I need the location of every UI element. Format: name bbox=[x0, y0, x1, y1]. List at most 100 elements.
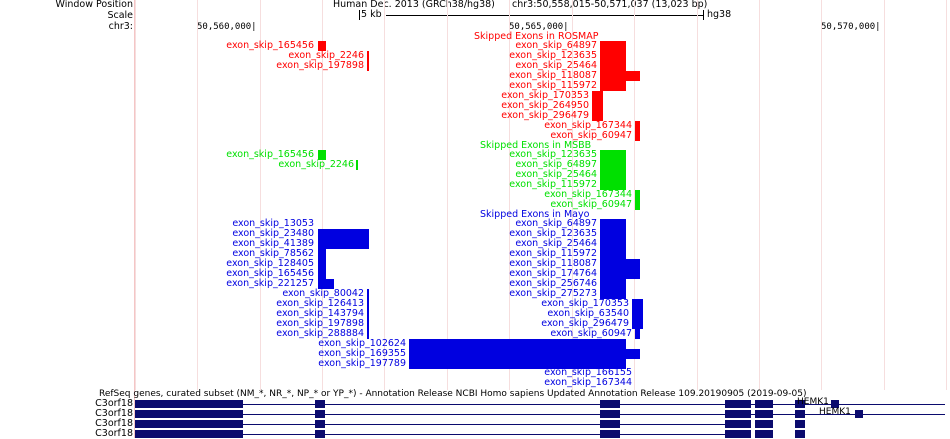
hemk1-label-1[interactable]: HEMK1 bbox=[797, 397, 829, 407]
feature-name[interactable]: exon_skip_80042 bbox=[282, 288, 364, 299]
feature-name[interactable]: exon_skip_102624 bbox=[318, 338, 406, 349]
feature-bar[interactable] bbox=[318, 259, 326, 269]
mayo-feature[interactable]: exon_skip_60947 bbox=[0, 329, 950, 339]
feature-name[interactable]: exon_skip_165456 bbox=[226, 268, 314, 279]
rosmap-track-title[interactable]: Skipped Exons in ROSMAP bbox=[474, 31, 599, 42]
feature-bar[interactable] bbox=[592, 111, 603, 121]
rosmap-feature[interactable]: exon_skip_123635 bbox=[0, 51, 950, 61]
feature-name[interactable]: exon_skip_165456 bbox=[226, 40, 314, 51]
feature-name[interactable]: exon_skip_41389 bbox=[232, 238, 314, 249]
feature-name[interactable]: exon_skip_118087 bbox=[509, 70, 597, 81]
mayo-feature[interactable]: exon_skip_256746 bbox=[0, 279, 950, 289]
feature-name[interactable]: exon_skip_13053 bbox=[232, 218, 314, 229]
feature-name[interactable]: exon_skip_115972 bbox=[509, 179, 597, 190]
mayo-feature[interactable]: exon_skip_64897 bbox=[0, 219, 950, 229]
gene-model[interactable] bbox=[135, 400, 950, 409]
mayo-feature[interactable]: exon_skip_25464 bbox=[0, 239, 950, 249]
feature-name[interactable]: exon_skip_167344 bbox=[544, 377, 632, 388]
feature-bar[interactable] bbox=[635, 200, 640, 210]
feature-bar[interactable] bbox=[318, 279, 334, 289]
mayo-feature[interactable]: exon_skip_123635 bbox=[0, 229, 950, 239]
mayo-feature[interactable]: exon_skip_170353 bbox=[0, 299, 950, 309]
msbb-feature[interactable]: exon_skip_123635 bbox=[0, 150, 950, 160]
mayo-feature[interactable]: exon_skip_197789 bbox=[0, 359, 950, 369]
feature-bar[interactable] bbox=[635, 131, 640, 141]
feature-name[interactable]: exon_skip_25464 bbox=[515, 169, 597, 180]
feature-bar[interactable] bbox=[600, 180, 626, 190]
feature-name[interactable]: exon_skip_167344 bbox=[544, 189, 632, 200]
feature-name[interactable]: exon_skip_60947 bbox=[550, 130, 632, 141]
feature-bar[interactable] bbox=[600, 81, 626, 91]
mayo-feature[interactable]: exon_skip_118087 bbox=[0, 259, 950, 269]
feature-name[interactable]: exon_skip_221257 bbox=[226, 278, 314, 289]
msbb-track-title[interactable]: Skipped Exons in MSBB bbox=[480, 140, 592, 151]
mayo-feature[interactable]: exon_skip_166155 bbox=[0, 368, 950, 378]
feature-name[interactable]: exon_skip_123635 bbox=[509, 228, 597, 239]
mayo-feature[interactable]: exon_skip_13053 bbox=[0, 219, 950, 229]
mayo-feature[interactable]: exon_skip_115972 bbox=[0, 249, 950, 259]
gene-label-3[interactable]: C3orf18 bbox=[95, 418, 133, 429]
feature-bar[interactable] bbox=[635, 121, 640, 131]
rosmap-feature[interactable]: exon_skip_167344 bbox=[0, 121, 950, 131]
feature-name[interactable]: exon_skip_23480 bbox=[232, 228, 314, 239]
mayo-feature[interactable]: exon_skip_169355 bbox=[0, 349, 950, 359]
feature-name[interactable]: exon_skip_296479 bbox=[501, 110, 589, 121]
feature-bar[interactable] bbox=[600, 61, 626, 71]
mayo-feature[interactable]: exon_skip_197898 bbox=[0, 319, 950, 329]
mayo-feature[interactable]: exon_skip_78562 bbox=[0, 249, 950, 259]
gene-label-2[interactable]: C3orf18 bbox=[95, 408, 133, 419]
feature-bar[interactable] bbox=[318, 150, 326, 160]
feature-name[interactable]: exon_skip_63540 bbox=[547, 308, 629, 319]
gene-model[interactable] bbox=[135, 410, 950, 419]
feature-bar[interactable] bbox=[318, 269, 326, 279]
rosmap-feature[interactable]: exon_skip_2246 bbox=[0, 51, 950, 61]
feature-bar[interactable] bbox=[367, 299, 369, 309]
msbb-feature[interactable]: exon_skip_2246 bbox=[0, 160, 950, 170]
feature-bar[interactable] bbox=[632, 319, 643, 329]
mayo-feature[interactable]: exon_skip_80042 bbox=[0, 289, 950, 299]
feature-bar[interactable] bbox=[600, 279, 626, 289]
rosmap-feature[interactable]: exon_skip_197898 bbox=[0, 61, 950, 71]
feature-bar[interactable] bbox=[318, 239, 369, 249]
feature-bar[interactable] bbox=[600, 51, 626, 61]
feature-name[interactable]: exon_skip_64897 bbox=[515, 159, 597, 170]
feature-bar[interactable] bbox=[600, 160, 626, 170]
mayo-track-title[interactable]: Skipped Exons in Mayo bbox=[480, 209, 590, 220]
feature-name[interactable]: exon_skip_25464 bbox=[515, 60, 597, 71]
feature-name[interactable]: exon_skip_118087 bbox=[509, 258, 597, 269]
feature-bar[interactable] bbox=[409, 359, 626, 369]
feature-name[interactable]: exon_skip_256746 bbox=[509, 278, 597, 289]
feature-bar[interactable] bbox=[600, 239, 626, 249]
msbb-feature[interactable]: exon_skip_165456 bbox=[0, 150, 950, 160]
feature-name[interactable]: exon_skip_275273 bbox=[509, 288, 597, 299]
mayo-feature[interactable]: exon_skip_167344 bbox=[0, 378, 950, 388]
feature-bar[interactable] bbox=[600, 71, 640, 81]
feature-bar[interactable] bbox=[600, 150, 626, 160]
mayo-feature[interactable]: exon_skip_23480 bbox=[0, 229, 950, 239]
rosmap-feature[interactable]: exon_skip_64897 bbox=[0, 41, 950, 51]
mayo-feature[interactable]: exon_skip_221257 bbox=[0, 279, 950, 289]
feature-bar[interactable] bbox=[409, 349, 640, 359]
rosmap-feature[interactable]: exon_skip_25464 bbox=[0, 61, 950, 71]
feature-bar[interactable] bbox=[367, 61, 369, 71]
feature-name[interactable]: exon_skip_60947 bbox=[550, 199, 632, 210]
feature-name[interactable]: exon_skip_197789 bbox=[318, 358, 406, 369]
msbb-feature[interactable]: exon_skip_64897 bbox=[0, 160, 950, 170]
gene-model[interactable] bbox=[135, 430, 950, 439]
feature-name[interactable]: exon_skip_166155 bbox=[544, 367, 632, 378]
feature-name[interactable]: exon_skip_64897 bbox=[515, 218, 597, 229]
gene-model[interactable] bbox=[135, 420, 950, 429]
feature-bar[interactable] bbox=[635, 329, 640, 339]
feature-bar[interactable] bbox=[600, 219, 626, 229]
feature-bar[interactable] bbox=[592, 101, 603, 111]
mayo-feature[interactable]: exon_skip_296479 bbox=[0, 319, 950, 329]
mayo-feature[interactable]: exon_skip_41389 bbox=[0, 239, 950, 249]
feature-name[interactable]: exon_skip_25464 bbox=[515, 238, 597, 249]
feature-name[interactable]: exon_skip_167344 bbox=[544, 120, 632, 131]
feature-name[interactable]: exon_skip_64897 bbox=[515, 40, 597, 51]
feature-name[interactable]: exon_skip_169355 bbox=[318, 348, 406, 359]
rosmap-feature[interactable]: exon_skip_170353 bbox=[0, 91, 950, 101]
mayo-feature[interactable]: exon_skip_165456 bbox=[0, 269, 950, 279]
feature-bar[interactable] bbox=[367, 329, 369, 339]
